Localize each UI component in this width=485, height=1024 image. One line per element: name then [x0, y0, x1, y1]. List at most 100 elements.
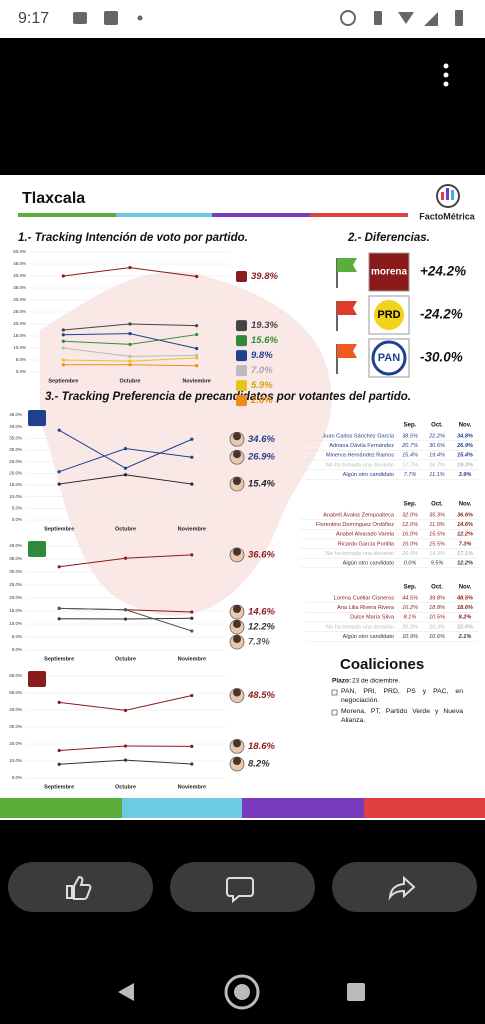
value-label: 9.8%: [251, 350, 273, 361]
value-label: 8.2%: [248, 759, 270, 770]
y-tick-label: 40.0%: [9, 707, 22, 712]
table-cell: 17.1%: [457, 551, 473, 557]
table-cell: 17.7%: [402, 462, 418, 468]
point: [195, 364, 199, 368]
logo-text: PRD: [377, 309, 400, 321]
table-cell: 20.0%: [401, 551, 418, 557]
table-cell: 26.9%: [456, 443, 473, 449]
y-tick-label: 5.0%: [16, 357, 26, 362]
candidate-hair: [233, 547, 241, 556]
table-cell: 12.2%: [457, 532, 473, 538]
point: [195, 356, 199, 360]
table-cell: 35.3%: [429, 512, 445, 518]
point: [61, 333, 65, 337]
table-cell: 8.2%: [459, 615, 472, 621]
y-tick-label: 30.0%: [9, 569, 22, 574]
point: [123, 708, 128, 712]
table-header: Nov.: [459, 502, 472, 508]
party-logo: [236, 365, 247, 377]
value-label: 2.6%: [250, 395, 273, 406]
like-button[interactable]: [8, 862, 153, 912]
point: [57, 482, 61, 486]
section-title: 2.- Diferencias.: [347, 232, 430, 244]
value-label: 14.6%: [248, 607, 275, 618]
y-tick-label: 20.0%: [9, 595, 22, 600]
table-cell: 16.0%: [402, 532, 418, 538]
value-label: 15.4%: [248, 479, 275, 490]
y-tick-label: 45.0%: [9, 412, 22, 417]
table-cell: No ha tomado una decisión: [326, 551, 394, 557]
party-logo: [236, 270, 247, 282]
point: [61, 358, 65, 362]
y-tick-label: 10.0%: [9, 621, 22, 626]
x-tick-label: Octubre: [115, 526, 136, 532]
status-bar: [0, 0, 485, 38]
logo-text: PAN: [378, 352, 400, 364]
point: [57, 565, 61, 569]
background-splash: [40, 271, 332, 616]
table-cell: Anabell Ávalos Zempoalteca: [323, 511, 395, 518]
table-cell: Algún otro candidato: [343, 560, 394, 566]
candidate-hair: [233, 432, 241, 441]
candidate-hair: [233, 739, 241, 748]
point: [61, 328, 65, 332]
y-tick-label: 35.0%: [13, 285, 26, 290]
point: [123, 447, 128, 451]
more-menu[interactable]: [443, 63, 449, 87]
table-cell: No ha tomado una decisión: [326, 462, 394, 468]
home-dot: [234, 984, 250, 1000]
table-cell: Minerva Hernández Ramos: [326, 453, 394, 459]
point: [128, 359, 132, 363]
x-tick-label: Octubre: [115, 656, 136, 662]
point: [190, 762, 194, 766]
y-tick-label: 60.0%: [9, 673, 22, 678]
logo-icon: [436, 184, 460, 208]
point: [57, 606, 61, 611]
share-button[interactable]: [332, 862, 477, 912]
table-cell: Algún otro candidato: [343, 472, 394, 478]
x-tick-label: Noviembre: [178, 656, 206, 662]
y-tick-label: 40.0%: [9, 424, 22, 429]
table-cell: 16.7%: [429, 462, 445, 468]
point: [128, 354, 132, 358]
x-tick-label: Septiembre: [48, 378, 78, 384]
comment-button[interactable]: [170, 862, 315, 912]
table-cell: 18.6%: [457, 605, 473, 611]
coalition-item-box: PAN, PRI, PRD, PS y PAC, en negociación.: [341, 688, 463, 704]
point: [195, 346, 199, 351]
point: [190, 455, 194, 459]
table-cell: 16.2%: [402, 605, 418, 611]
value-label: 5.9%: [251, 380, 273, 391]
table-cell: 48.5%: [456, 595, 473, 601]
table-cell: 44.5%: [402, 595, 418, 601]
point: [61, 346, 65, 350]
y-tick-label: 10.0%: [9, 758, 22, 763]
table-cell: 22.6%: [456, 624, 473, 630]
table-cell: Dulce María Silva: [350, 615, 395, 621]
point: [190, 437, 194, 441]
checkbox: [331, 709, 338, 716]
y-tick-label: 0.0%: [16, 369, 26, 374]
back-button[interactable]: [118, 983, 134, 1001]
y-tick-label: 15.0%: [9, 482, 22, 487]
y-tick-label: 40.0%: [13, 273, 26, 278]
table-cell: 11.9%: [429, 522, 444, 528]
x-tick-label: Octubre: [119, 378, 140, 384]
table-cell: 10.9%: [402, 634, 418, 640]
table-cell: Adriana Dávila Fernández: [329, 443, 394, 449]
title: Tlaxcala: [22, 190, 85, 207]
point: [190, 553, 194, 557]
point: [123, 466, 128, 470]
x-tick-label: Septiembre: [44, 784, 74, 790]
logo-text: morena: [371, 267, 408, 278]
table-cell: Anabel Alvarado Varela: [336, 532, 395, 538]
y-tick-label: 10.0%: [9, 494, 22, 499]
home-button[interactable]: [224, 974, 260, 1010]
point: [123, 758, 128, 762]
recents-button[interactable]: [347, 983, 365, 1001]
flag: [337, 301, 357, 315]
y-tick-label: 30.0%: [13, 297, 26, 302]
table-header: Oct.: [431, 423, 443, 429]
flag: [337, 258, 357, 272]
y-tick-label: 0.0%: [12, 517, 22, 522]
